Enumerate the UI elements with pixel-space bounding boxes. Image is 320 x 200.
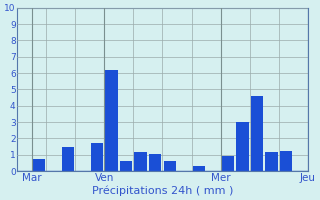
Bar	[164, 161, 176, 171]
X-axis label: Précipitations 24h ( mm ): Précipitations 24h ( mm )	[92, 185, 233, 196]
Bar	[149, 154, 161, 171]
Bar	[193, 166, 205, 171]
Bar	[105, 70, 118, 171]
Bar	[280, 151, 292, 171]
Bar	[120, 161, 132, 171]
Bar	[134, 152, 147, 171]
Bar	[33, 159, 45, 171]
Bar	[222, 156, 234, 171]
Bar	[251, 96, 263, 171]
Bar	[62, 147, 74, 171]
Bar	[265, 152, 278, 171]
Bar	[91, 143, 103, 171]
Bar	[236, 122, 249, 171]
